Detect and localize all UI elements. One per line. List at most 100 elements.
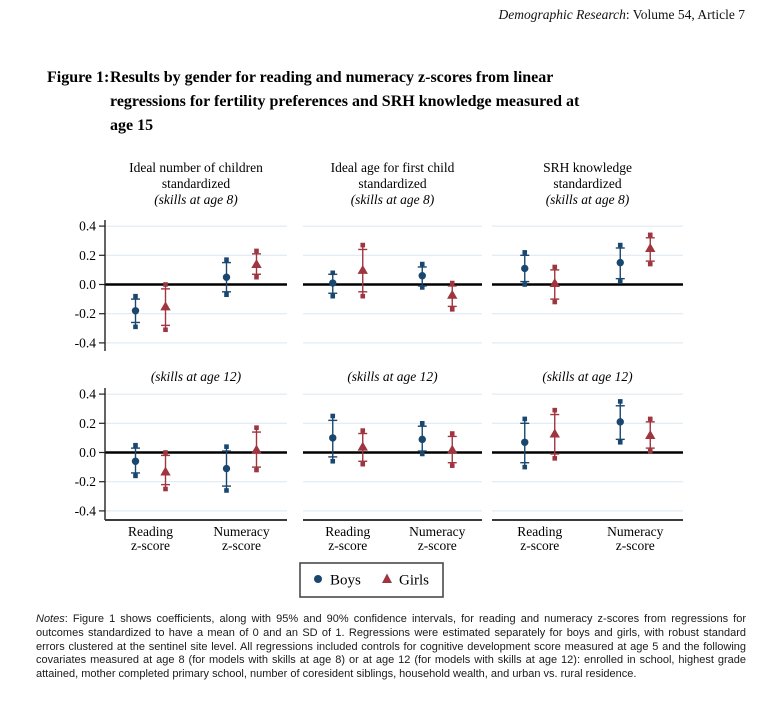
figure-title-line-2: regressions for fertility preferences an… — [110, 93, 580, 110]
journal-volume-article: : Volume 54, Article 7 — [625, 7, 745, 22]
panel-title: Ideal age for first child — [331, 160, 455, 175]
ci95-end-marker — [163, 282, 168, 287]
ci95-end-marker — [449, 463, 455, 468]
point-estimate-triangle — [251, 444, 262, 454]
point-estimate-triangle — [160, 301, 171, 311]
ci95-end-marker — [330, 270, 336, 276]
journal-name: Demographic Research — [498, 7, 626, 22]
legend-girls-label: Girls — [399, 573, 429, 589]
ci95-end-marker — [552, 456, 558, 461]
estimate-boys-numeracy — [417, 421, 427, 457]
point-estimate-circle — [222, 464, 231, 473]
estimate-boys-reading — [328, 270, 338, 299]
x-category-label: Numeracy — [213, 524, 269, 539]
ci95-end-marker — [419, 285, 425, 290]
estimate-boys-reading — [520, 250, 530, 287]
y-tick-label: 0.4 — [79, 387, 96, 402]
y-tick-label: 0.4 — [79, 219, 96, 234]
estimate-boys-numeracy — [615, 242, 625, 284]
point-estimate-triangle — [251, 259, 262, 269]
ci95-end-marker — [522, 282, 528, 287]
legend-box — [299, 562, 444, 598]
ci95-end-marker — [617, 279, 623, 284]
y-tick-label: 0.2 — [79, 416, 96, 431]
ci95-end-marker — [330, 413, 336, 419]
point-estimate-circle — [222, 273, 231, 281]
ci95-end-marker — [163, 327, 168, 333]
ci95-end-marker — [647, 416, 653, 422]
point-estimate-triangle — [357, 264, 368, 274]
point-estimate-circle — [616, 258, 624, 267]
notes-body: : Figure 1 shows coefficients, along wit… — [36, 613, 746, 681]
point-estimate-circle — [329, 279, 337, 287]
y-tick-label: -0.4 — [75, 335, 97, 350]
ci95-end-marker — [647, 448, 653, 454]
ci95-end-marker — [552, 299, 558, 305]
ci95-end-marker — [224, 488, 229, 493]
estimate-girls-numeracy — [251, 248, 262, 280]
figure-title-line-1: Results by gender for reading and numera… — [110, 69, 554, 86]
ci95-end-marker — [133, 324, 138, 330]
point-estimate-circle — [329, 434, 337, 442]
estimate-girls-reading — [549, 264, 560, 305]
legend-boys-circle-icon — [314, 575, 322, 583]
x-category-label: z-score — [616, 538, 655, 553]
estimate-girls-reading — [357, 428, 368, 467]
figure-title: Results by gender for reading and numera… — [110, 66, 720, 138]
panel-title: standardized — [553, 176, 621, 191]
point-estimate-circle — [521, 438, 529, 446]
ci95-end-marker — [449, 280, 455, 286]
ci95-end-marker — [449, 307, 455, 312]
ci95-end-marker — [522, 464, 528, 470]
point-estimate-triangle — [645, 429, 656, 439]
estimate-girls-numeracy — [447, 280, 458, 312]
estimate-boys-numeracy — [222, 444, 231, 493]
ci95-end-marker — [617, 242, 623, 248]
estimate-girls-numeracy — [645, 232, 656, 267]
estimate-girls-reading — [160, 282, 171, 333]
x-category-label: Numeracy — [607, 524, 663, 539]
y-tick-label: -0.2 — [75, 306, 96, 321]
ci95-end-marker — [224, 444, 229, 449]
ci95-end-marker — [163, 450, 168, 455]
ci95-end-marker — [552, 407, 558, 413]
panel-subtitle: (skills at age 12) — [347, 369, 438, 384]
point-estimate-triangle — [447, 444, 458, 454]
y-tick-label: -0.4 — [75, 503, 97, 518]
point-estimate-circle — [131, 307, 140, 315]
panel-subtitle: (skills at age 12) — [151, 369, 242, 384]
ci95-end-marker — [133, 293, 138, 299]
y-tick-label: -0.2 — [75, 474, 96, 489]
estimate-girls-numeracy — [251, 425, 262, 473]
ci95-end-marker — [254, 425, 259, 430]
ci95-end-marker — [647, 261, 653, 267]
ci95-end-marker — [163, 486, 168, 492]
legend: Boys Girls — [299, 562, 444, 598]
point-estimate-circle — [131, 457, 140, 465]
figure-title-line-3: age 15 — [110, 117, 154, 134]
x-category-label: z-score — [328, 538, 367, 553]
panel-subtitle: (skills at age 12) — [542, 369, 633, 384]
estimate-boys-reading — [131, 293, 140, 330]
ci95-end-marker — [522, 416, 528, 422]
y-tick-label: 0.0 — [79, 277, 96, 292]
estimate-girls-reading — [549, 407, 560, 461]
panel-subtitle: (skills at age 8) — [546, 192, 630, 207]
estimate-girls-reading — [357, 242, 368, 299]
panel-subtitle: (skills at age 8) — [351, 192, 435, 207]
ci95-end-marker — [330, 458, 336, 464]
panel-title: standardized — [162, 176, 230, 191]
point-estimate-circle — [521, 264, 529, 273]
point-estimate-triangle — [549, 428, 560, 438]
estimate-girls-numeracy — [645, 416, 656, 454]
ci95-end-marker — [360, 461, 366, 467]
point-estimate-triangle — [447, 289, 458, 299]
legend-boys-label: Boys — [330, 573, 361, 589]
panel-title: standardized — [358, 176, 426, 191]
ci95-end-marker — [522, 250, 528, 255]
estimate-boys-reading — [328, 413, 338, 464]
x-category-label: Reading — [128, 524, 173, 539]
